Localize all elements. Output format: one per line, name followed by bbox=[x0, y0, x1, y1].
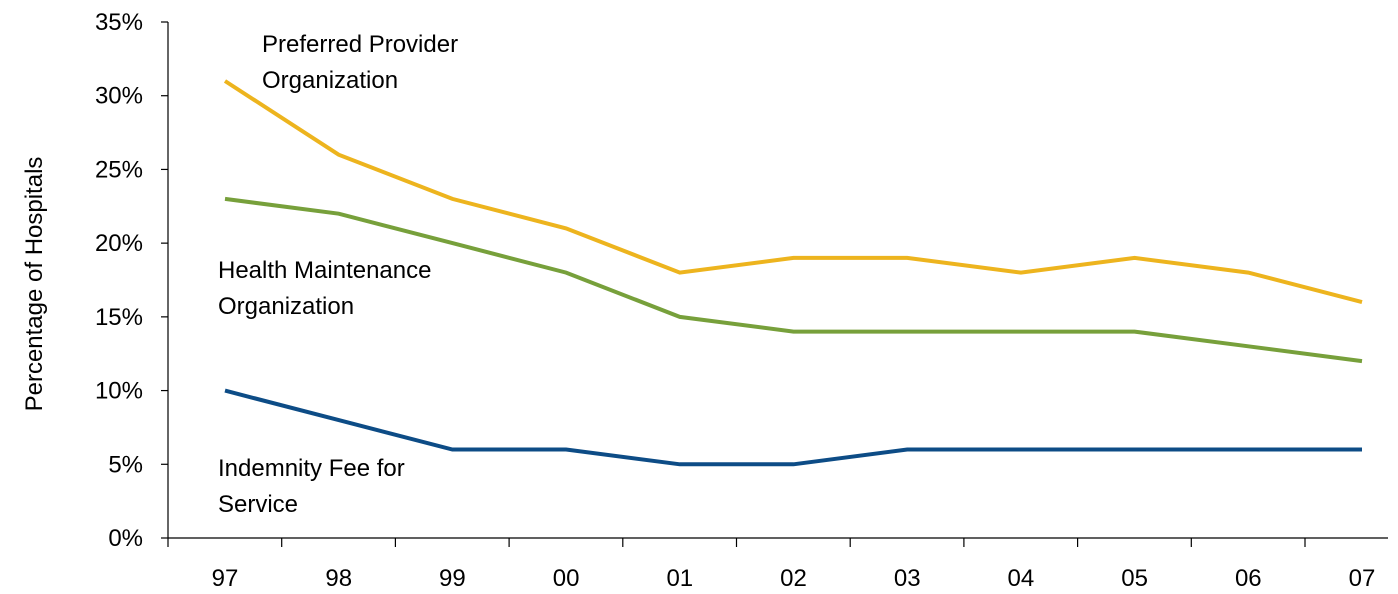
x-tick-label: 98 bbox=[325, 565, 352, 592]
x-tick-label: 99 bbox=[439, 565, 466, 592]
series-line-1 bbox=[223, 79, 1363, 305]
series-label-2-line-1: Health Maintenance bbox=[218, 257, 431, 284]
y-tick-label: 15% bbox=[95, 304, 143, 331]
y-tick-label: 0% bbox=[108, 525, 143, 552]
series-group bbox=[223, 79, 1363, 467]
y-tick-label: 5% bbox=[108, 451, 143, 478]
y-tick-label: 35% bbox=[95, 9, 143, 36]
series-line-2 bbox=[224, 196, 1363, 364]
series-label-3-line-1: Indemnity Fee for bbox=[218, 455, 405, 482]
x-tick-label: 07 bbox=[1349, 565, 1376, 592]
y-tick-label: 20% bbox=[95, 230, 143, 257]
y-tick-label: 30% bbox=[95, 83, 143, 110]
series-labels: Preferred Provider Organization Health Mai… bbox=[218, 31, 458, 518]
series-line-3 bbox=[224, 388, 1362, 467]
axes: 0% 5% 10% 15% 20% 25% 30% 35% 97 98 99 00 01 02 03 04 05… bbox=[95, 9, 1388, 592]
x-tick-label: 06 bbox=[1235, 565, 1262, 592]
x-tick-label: 03 bbox=[894, 565, 921, 592]
x-tick-label: 05 bbox=[1121, 565, 1148, 592]
x-tick-label: 97 bbox=[212, 565, 239, 592]
series-label-3-line-2: Service bbox=[218, 491, 298, 518]
x-tick-label: 00 bbox=[553, 565, 580, 592]
x-tick-label: 02 bbox=[780, 565, 807, 592]
y-tick-label: 25% bbox=[95, 156, 143, 183]
y-tick-label: 10% bbox=[95, 378, 143, 405]
series-label-1-line-2: Organization bbox=[262, 67, 398, 94]
x-tick-label: 04 bbox=[1008, 565, 1035, 592]
series-label-2-line-2: Organization bbox=[218, 293, 354, 320]
x-tick-label: 01 bbox=[666, 565, 693, 592]
y-axis-title: Percentage of Hospitals bbox=[21, 157, 48, 412]
series-label-1-line-1: Preferred Provider bbox=[262, 31, 458, 58]
